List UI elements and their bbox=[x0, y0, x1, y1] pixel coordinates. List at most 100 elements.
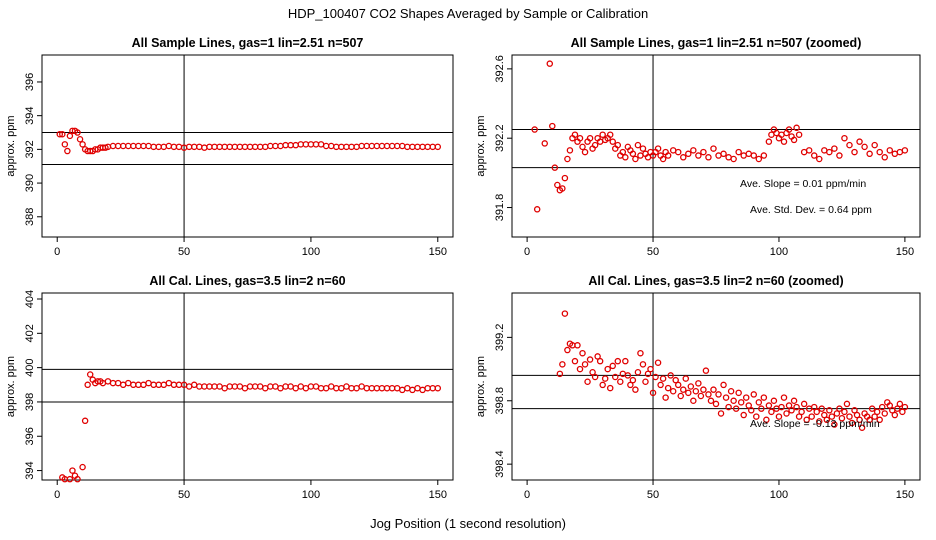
data-point bbox=[644, 370, 652, 378]
data-point bbox=[190, 381, 198, 389]
data-point bbox=[606, 131, 614, 138]
data-point bbox=[175, 381, 183, 389]
data-point bbox=[226, 143, 233, 151]
data-point bbox=[627, 381, 634, 389]
data-point bbox=[697, 392, 705, 400]
data-point bbox=[765, 402, 773, 409]
data-point bbox=[221, 384, 228, 392]
data-point bbox=[785, 402, 793, 409]
data-point bbox=[735, 148, 742, 156]
y-tick-label: 392.2 bbox=[494, 124, 506, 152]
panel-cal-lines: All Cal. Lines, gas=3.5 lin=2 n=60 0 50 100… bbox=[5, 274, 454, 501]
data-point bbox=[591, 373, 599, 381]
data-point bbox=[836, 405, 843, 412]
data-point bbox=[659, 155, 667, 163]
data-point bbox=[846, 413, 853, 420]
data-point bbox=[851, 148, 858, 156]
data-point bbox=[292, 141, 299, 149]
data-point bbox=[282, 383, 289, 390]
data-point bbox=[307, 141, 315, 148]
data-point bbox=[541, 140, 548, 147]
data-point bbox=[226, 383, 233, 390]
data-point bbox=[277, 142, 284, 150]
data-point bbox=[770, 397, 778, 405]
y-axis-label: approx. ppm bbox=[475, 115, 487, 176]
data-point bbox=[798, 408, 805, 416]
data-point bbox=[388, 142, 396, 150]
data-point bbox=[196, 143, 203, 151]
data-point bbox=[654, 145, 662, 152]
data-point bbox=[856, 416, 863, 424]
panel-title: All Sample Lines, gas=1 lin=2.51 n=507 (… bbox=[571, 36, 862, 50]
data-point bbox=[125, 379, 132, 387]
data-point bbox=[813, 408, 820, 416]
data-point bbox=[190, 143, 198, 151]
data-point bbox=[170, 381, 178, 389]
y-tick-label: 390 bbox=[24, 174, 36, 192]
data-point bbox=[135, 142, 142, 150]
data-point bbox=[745, 402, 752, 409]
data-point bbox=[297, 141, 305, 148]
data-point bbox=[170, 143, 178, 151]
data-point bbox=[185, 143, 193, 151]
data-point bbox=[150, 381, 157, 389]
data-point bbox=[574, 342, 581, 349]
data-point bbox=[599, 131, 606, 138]
annotation: Ave. Slope = -0.13 ppm/min bbox=[750, 418, 880, 430]
data-point bbox=[639, 361, 647, 368]
data-point bbox=[561, 310, 569, 317]
panel-title: All Cal. Lines, gas=3.5 lin=2 n=60 (zoom… bbox=[588, 274, 843, 288]
page-title: HDP_100407 CO2 Shapes Averaged by Sample… bbox=[287, 6, 649, 21]
data-point bbox=[135, 381, 142, 389]
data-point bbox=[780, 138, 788, 145]
data-point bbox=[434, 143, 442, 151]
data-point bbox=[155, 143, 162, 151]
data-point bbox=[348, 384, 355, 392]
data-point bbox=[654, 359, 662, 366]
data-point bbox=[742, 394, 750, 401]
panel-cal-lines-zoomed: All Cal. Lines, gas=3.5 lin=2 n=60 (zoom… bbox=[475, 274, 921, 501]
data-point bbox=[404, 143, 411, 151]
data-point bbox=[272, 383, 279, 390]
data-point bbox=[677, 392, 684, 400]
y-axis-label: approx. ppm bbox=[5, 356, 17, 417]
data-point bbox=[353, 143, 360, 151]
data-point bbox=[878, 403, 886, 411]
data-point bbox=[617, 378, 624, 385]
data-point bbox=[891, 411, 899, 419]
data-point bbox=[685, 389, 692, 397]
data-point bbox=[843, 400, 851, 408]
data-point bbox=[647, 365, 654, 373]
data-point bbox=[155, 381, 162, 389]
data-point bbox=[69, 467, 76, 474]
data-point bbox=[826, 407, 833, 414]
y-tick-label: 404 bbox=[24, 290, 36, 308]
data-point bbox=[672, 376, 679, 384]
data-point bbox=[165, 142, 173, 150]
data-point bbox=[657, 381, 664, 389]
data-point bbox=[778, 403, 785, 411]
data-point bbox=[353, 384, 360, 392]
data-point bbox=[664, 152, 672, 159]
data-point bbox=[695, 380, 702, 387]
x-tick-label: 50 bbox=[647, 489, 659, 501]
data-point bbox=[256, 143, 264, 151]
data-point bbox=[591, 141, 599, 149]
data-point bbox=[622, 154, 629, 161]
data-point bbox=[896, 400, 904, 408]
data-point bbox=[725, 403, 732, 411]
data-point bbox=[322, 384, 330, 392]
data-point bbox=[727, 388, 735, 395]
y-tick-label: 392.6 bbox=[494, 55, 506, 83]
panel-sample-lines-zoomed: All Sample Lines, gas=1 lin=2.51 n=507 (… bbox=[475, 36, 921, 258]
data-point bbox=[196, 383, 203, 390]
data-point bbox=[109, 142, 117, 150]
data-point bbox=[753, 413, 760, 420]
data-point bbox=[564, 346, 571, 354]
data-point bbox=[601, 375, 609, 382]
data-point bbox=[246, 143, 254, 151]
data-point bbox=[831, 421, 838, 428]
data-point bbox=[333, 143, 340, 151]
data-point bbox=[140, 142, 147, 150]
data-point bbox=[533, 206, 541, 213]
